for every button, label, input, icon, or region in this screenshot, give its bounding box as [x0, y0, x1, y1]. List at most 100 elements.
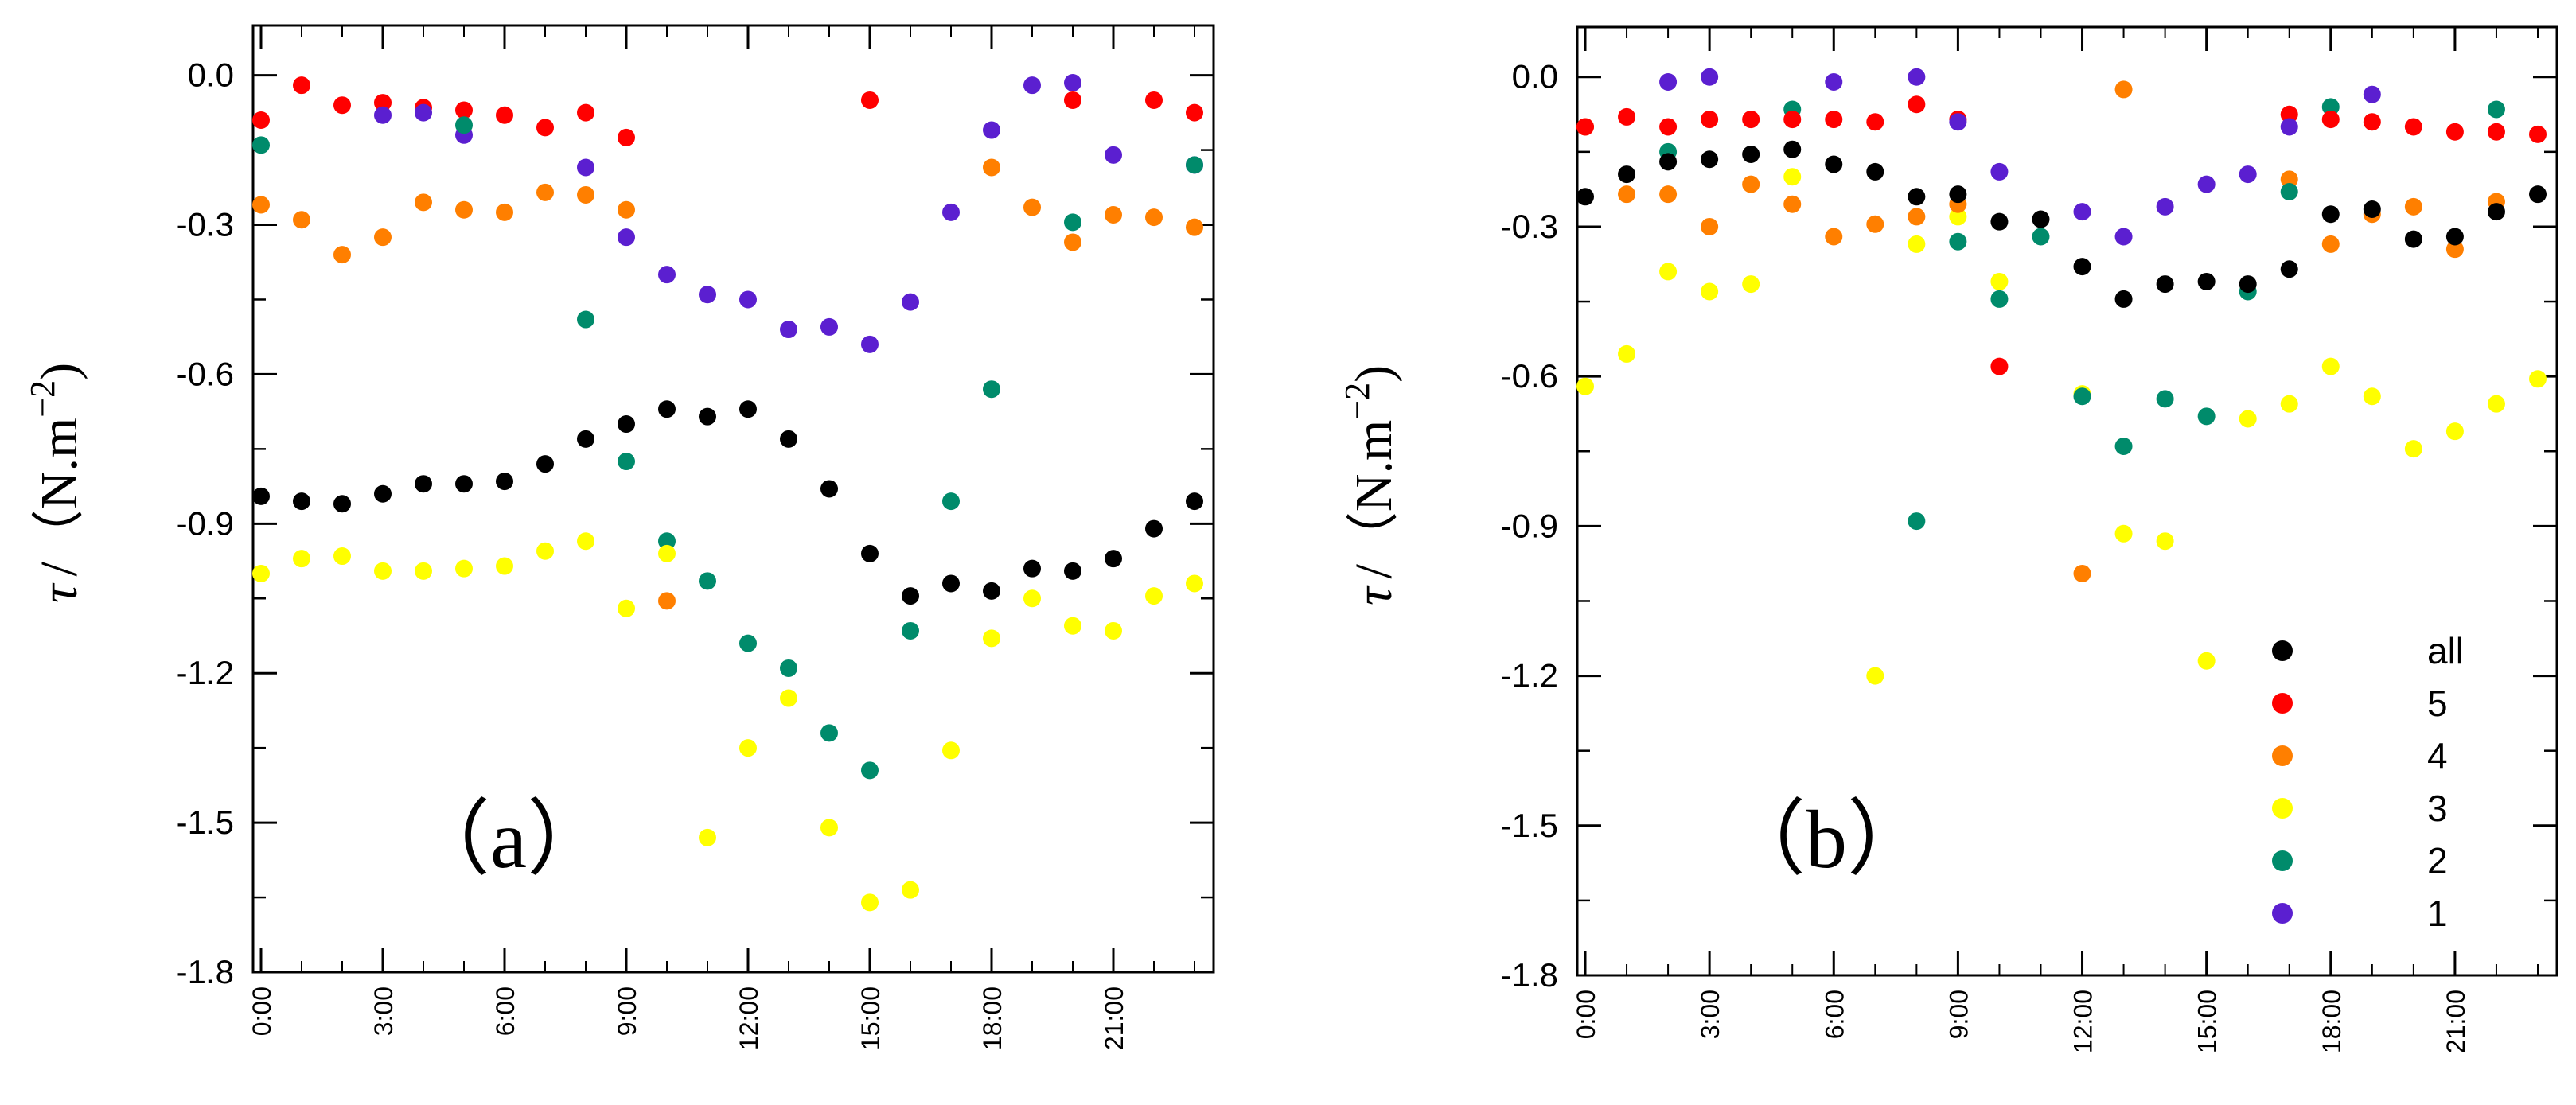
data-point	[983, 158, 1000, 177]
data-point	[2363, 387, 2381, 406]
x-tick-label: 18:00	[978, 986, 1007, 1050]
data-point	[1145, 519, 1163, 538]
y-axis-symbol: τ	[1345, 585, 1403, 605]
data-point	[252, 564, 270, 582]
data-point	[374, 106, 392, 124]
panel-label: （b）	[1723, 794, 1930, 885]
x-tick-label: 12:00	[735, 986, 763, 1050]
y-axis-close: )	[1345, 365, 1403, 383]
data-point	[1990, 212, 2009, 231]
x-tick-label: 18:00	[2317, 990, 2346, 1053]
data-point	[1825, 228, 1843, 246]
data-point	[780, 430, 797, 448]
data-point	[1908, 68, 1926, 86]
y-axis-label: τ /（N.m−2)	[1338, 365, 1403, 605]
y-tick-label: -1.2	[177, 654, 234, 691]
data-point	[1701, 217, 1719, 235]
series-all	[1576, 140, 2547, 308]
data-point	[902, 621, 919, 640]
data-point	[2487, 395, 2505, 413]
data-point	[1908, 235, 1926, 253]
data-point	[1701, 68, 1719, 86]
x-tick-label: 3:00	[369, 986, 398, 1036]
data-point	[2032, 210, 2050, 228]
data-point	[739, 290, 757, 309]
legend-marker-all	[2272, 640, 2293, 661]
y-axis-unit: /（N.m	[1345, 420, 1403, 579]
data-point	[1576, 188, 1594, 206]
data-point	[1866, 667, 1884, 685]
y-tick-label: -0.3	[1501, 208, 1558, 245]
data-point	[2239, 410, 2257, 428]
data-point	[1064, 562, 1081, 580]
chart-panel-a: 0.0 -0.3 -0.6 -0.9 -1.2 -1.5 -1.8 0:00 3:00 6:00 9…	[23, 24, 1215, 1050]
data-point	[333, 96, 351, 115]
data-point	[2197, 652, 2216, 670]
data-point	[1701, 282, 1719, 301]
data-point	[374, 228, 392, 247]
data-point	[455, 475, 473, 493]
series-5	[252, 76, 1203, 146]
x-tick-label: 9:00	[1944, 990, 1973, 1039]
data-point	[333, 246, 351, 264]
data-point	[1064, 213, 1081, 232]
data-point	[2156, 532, 2174, 551]
data-point	[699, 407, 716, 426]
data-point	[902, 293, 919, 311]
data-point	[1618, 344, 1636, 363]
data-point	[902, 881, 919, 899]
data-point	[1105, 206, 1122, 224]
y-tick-label: -1.5	[1501, 807, 1558, 844]
data-point	[496, 557, 513, 575]
data-point	[2529, 370, 2547, 388]
data-point	[2321, 357, 2340, 375]
data-point	[2197, 175, 2216, 193]
data-point	[2404, 230, 2422, 248]
data-point	[820, 317, 838, 336]
data-point	[618, 453, 635, 471]
plot-frame	[1576, 25, 2558, 977]
data-point	[2280, 170, 2298, 189]
data-point	[658, 544, 676, 562]
data-point	[1064, 617, 1081, 635]
series-1	[1659, 68, 2381, 246]
data-point	[2280, 118, 2298, 136]
y-axis: 0.0 -0.3 -0.6 -0.9 -1.2 -1.5 -1.8	[1501, 58, 2557, 994]
data-point	[2363, 113, 2381, 131]
data-point	[1949, 185, 1967, 204]
data-point	[455, 559, 473, 578]
x-tick-label: 21:00	[2442, 990, 2470, 1053]
data-point	[577, 185, 594, 204]
legend-label: 4	[2427, 735, 2448, 776]
y-tick-label: -1.8	[177, 953, 234, 990]
data-point	[942, 492, 960, 511]
data-point	[415, 193, 432, 212]
data-point	[618, 415, 635, 434]
data-point	[1064, 233, 1081, 251]
data-point	[2073, 564, 2091, 582]
data-point	[1659, 263, 1678, 281]
data-point	[820, 724, 838, 742]
data-point	[1949, 208, 1967, 226]
data-point	[2073, 387, 2091, 406]
data-point	[983, 121, 1000, 139]
legend-marker-3	[2272, 798, 2293, 819]
data-point	[2321, 98, 2340, 116]
data-point	[577, 430, 594, 448]
data-point	[1742, 175, 1760, 193]
data-point	[739, 400, 757, 418]
data-point	[536, 542, 554, 560]
data-point	[942, 574, 960, 593]
data-point	[536, 183, 554, 201]
data-point	[618, 228, 635, 247]
data-point	[739, 634, 757, 652]
data-point	[2114, 524, 2133, 543]
data-point	[1949, 113, 1967, 131]
data-point	[1023, 589, 1041, 608]
y-tick-label: -1.8	[1501, 956, 1558, 994]
data-point	[861, 761, 879, 780]
data-point	[415, 475, 432, 493]
data-point	[415, 103, 432, 122]
data-point	[496, 106, 513, 124]
